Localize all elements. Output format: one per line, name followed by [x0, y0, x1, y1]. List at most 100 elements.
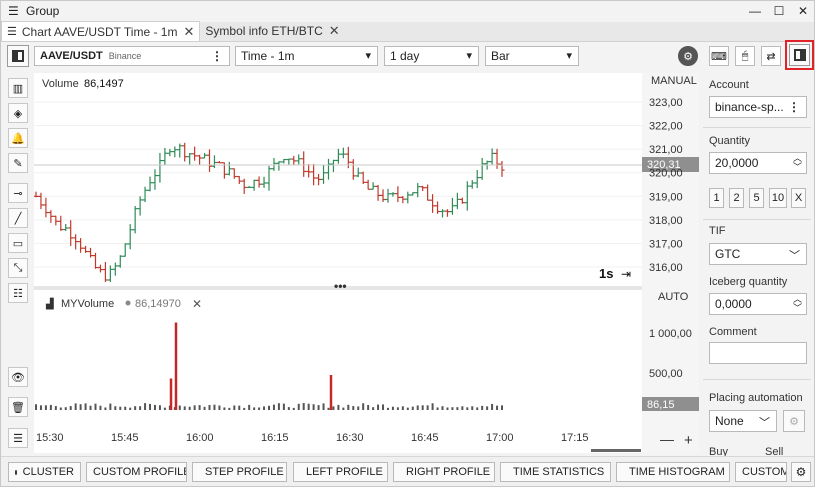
gear-icon: ⚙ — [795, 465, 807, 479]
trend-line-tool[interactable]: ╱ — [8, 208, 28, 228]
tab-menu-icon[interactable]: ☰ — [7, 26, 17, 38]
timeframe-select[interactable]: Time - 1m ▾ — [235, 46, 378, 66]
symbol-selector[interactable]: AAVE/USDT Binance ⋮ — [34, 46, 230, 66]
close-window-button[interactable]: ✕ — [797, 4, 809, 18]
chart-type-select[interactable]: Bar ▾ — [485, 46, 579, 66]
custom-profile-label: CUSTOM PROFILE — [93, 466, 187, 478]
bullet-icon — [15, 469, 17, 475]
drawing-tools: ▥ ◈ 🔔 ✎ ⊸ ╱ ▭ ⤡ ☷ 👁 🗑 ☰ — [6, 73, 30, 457]
time-ticks: 15:30 15:45 16:00 16:15 16:30 16:45 17:00 17:15 — [36, 432, 589, 444]
iceberg-stepper-icon[interactable]: ︿ ﹀ — [792, 294, 802, 313]
indicators-tool[interactable]: ▥ — [8, 78, 28, 98]
qty-preset-2[interactable]: 2 — [729, 188, 744, 208]
quantity-input[interactable]: 20,0000 ︿ ﹀ — [709, 152, 807, 174]
last-vol-label: 86,15 — [647, 399, 675, 411]
symbol-menu-icon[interactable]: ⋮ — [211, 49, 223, 63]
pane-splitter[interactable] — [34, 286, 642, 290]
placing-value: None — [715, 414, 744, 428]
custom-profile-button[interactable]: CUSTOM PROFILE — [86, 462, 187, 482]
indicator-value: 86,14970 — [135, 298, 181, 310]
left-profile-button[interactable]: LEFT PROFILE — [293, 462, 388, 482]
maximize-button[interactable]: ☐ — [773, 4, 785, 18]
right-profile-button[interactable]: RIGHT PROFILE — [393, 462, 495, 482]
account-menu-icon[interactable]: ⋮ — [788, 100, 800, 114]
quantity-label: Quantity — [709, 135, 750, 147]
keyboard-button[interactable]: ⌨ — [709, 46, 729, 66]
range-select[interactable]: 1 day ▾ — [384, 46, 479, 66]
quantity-stepper-icon[interactable]: ︿ ﹀ — [792, 153, 802, 172]
tif-select[interactable]: GTC ﹀ — [709, 243, 807, 265]
list-tool[interactable]: ☰ — [8, 428, 28, 448]
trading-mode-button[interactable]: ⇄ — [761, 46, 781, 66]
zoom-out-button[interactable]: — — [660, 431, 674, 447]
time-tick: 15:45 — [111, 432, 139, 444]
iceberg-input[interactable]: 0,0000 ︿ ﹀ — [709, 293, 807, 315]
horizontal-line-tool[interactable]: ⊸ — [8, 183, 28, 203]
minimize-button[interactable]: — — [749, 4, 761, 18]
price-chart[interactable]: ••• 320,31 Volume 86,1497 MANUAL AUTO 32… — [33, 73, 700, 453]
scale-mode-auto[interactable]: AUTO — [658, 291, 689, 303]
divider — [703, 219, 811, 220]
comment-input[interactable] — [709, 342, 807, 364]
iceberg-label: Iceberg quantity — [709, 276, 788, 288]
chart-type-value: Bar — [491, 49, 510, 63]
scale-mode-manual[interactable]: MANUAL — [651, 75, 697, 87]
symbol-exchange: Binance — [108, 51, 142, 61]
tab-symbol-info[interactable]: Symbol info ETH/BTC ✕ — [200, 21, 344, 41]
custom-button[interactable]: CUSTOM — [735, 462, 787, 482]
account-select[interactable]: binance-sp... ⋮ — [709, 96, 807, 118]
line-icon: ╱ — [14, 212, 22, 225]
chart-area[interactable]: ••• 320,31 Volume 86,1497 MANUAL AUTO 32… — [33, 73, 700, 453]
tab-symbol-info-label: Symbol info ETH/BTC — [205, 24, 323, 38]
toggle-left-panel-button[interactable] — [7, 45, 29, 67]
go-to-latest-icon[interactable]: ⇥ — [621, 267, 631, 281]
placing-settings-button[interactable]: ⚙ — [783, 410, 805, 432]
measure-tool[interactable]: ⤡ — [8, 258, 28, 278]
tif-label: TIF — [709, 225, 726, 237]
chart-settings-button[interactable]: ⚙ — [678, 46, 698, 66]
price-tick: 319,00 — [649, 191, 683, 203]
indicator-close-icon[interactable]: ✕ — [192, 297, 202, 311]
time-scrollbar[interactable] — [591, 449, 641, 452]
mouse-button[interactable]: 🖱 — [735, 46, 755, 66]
alerts-tool[interactable]: 🔔 — [8, 128, 28, 148]
qty-clear-button[interactable]: X — [791, 188, 806, 208]
trash-icon: 🗑 — [11, 401, 25, 414]
time-statistics-button[interactable]: TIME STATISTICS — [500, 462, 611, 482]
tab-chart-label: Chart AAVE/USDT Time - 1m — [21, 24, 178, 39]
toggle-right-panel-button[interactable] — [789, 44, 810, 66]
mouse-icon: 🖱 — [741, 49, 749, 62]
tab-chart-close-icon[interactable]: ✕ — [183, 23, 195, 39]
delete-tool[interactable]: 🗑 — [8, 397, 28, 417]
placing-select[interactable]: None ﹀ — [709, 410, 777, 432]
title-bar: ☰ Group — ☐ ✕ — [1, 1, 814, 21]
visibility-tool[interactable]: 👁 — [8, 367, 28, 387]
eye-icon: 👁 — [11, 371, 25, 384]
step-profile-button[interactable]: STEP PROFILE — [192, 462, 287, 482]
time-tick: 17:00 — [486, 432, 514, 444]
price-tick: 323,00 — [649, 97, 683, 109]
layers-tool[interactable]: ◈ — [8, 103, 28, 123]
panel-left-icon — [12, 50, 24, 62]
bottom-settings-button[interactable]: ⚙ — [791, 462, 811, 482]
edit-tool[interactable]: ✎ — [8, 153, 28, 173]
time-histogram-button[interactable]: TIME HISTOGRAM — [616, 462, 730, 482]
qty-preset-5[interactable]: 5 — [749, 188, 764, 208]
qty-preset-1[interactable]: 1 — [709, 188, 724, 208]
step-profile-label: STEP PROFILE — [205, 466, 284, 478]
tab-symbol-info-close-icon[interactable]: ✕ — [328, 23, 340, 38]
gear-icon: ⚙ — [789, 415, 799, 428]
qty-preset-10[interactable]: 10 — [769, 188, 787, 208]
price-axis-bg — [642, 73, 699, 453]
zoom-in-button[interactable]: + — [684, 432, 693, 449]
price-tick: 321,00 — [649, 144, 683, 156]
splitter-handle-icon[interactable]: ••• — [334, 279, 347, 293]
rectangle-tool[interactable]: ▭ — [8, 233, 28, 253]
placing-label: Placing automation — [709, 392, 803, 404]
cluster-button[interactable]: CLUSTER — [8, 462, 81, 482]
tab-chart[interactable]: ☰ Chart AAVE/USDT Time - 1m ✕ — [1, 21, 201, 41]
text-icon: ☷ — [13, 287, 23, 300]
text-tool[interactable]: ☷ — [8, 283, 28, 303]
hamburger-menu-icon[interactable]: ☰ — [8, 4, 19, 18]
